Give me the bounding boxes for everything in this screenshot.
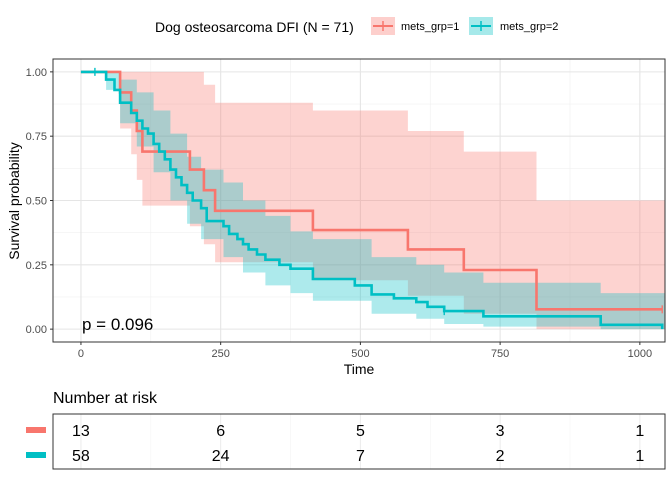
risk-count: 7 xyxy=(356,448,365,465)
y-tick-label: 0.25 xyxy=(26,260,47,272)
x-tick-label: 1000 xyxy=(628,348,652,360)
risk-count: 3 xyxy=(496,423,505,440)
risk-table-rows: 13 6 5 3 1 58 24 7 2 1 xyxy=(26,423,644,465)
y-axis-ticks: 0.00 0.25 0.50 0.75 1.00 xyxy=(26,67,53,336)
legend: Dog osteosarcoma DFI (N = 71) mets_grp=1… xyxy=(155,17,558,35)
p-value-annotation: p = 0.096 xyxy=(82,315,153,334)
survival-curve-2 xyxy=(80,70,664,330)
x-axis-ticks: 0 250 500 750 1000 xyxy=(78,342,652,360)
ci-band-1 xyxy=(80,71,665,330)
legend-entry-2: mets_grp=2 xyxy=(469,17,558,35)
x-tick-label: 0 xyxy=(78,348,84,360)
risk-table-title: Number at risk xyxy=(53,390,158,407)
legend-entry-1: mets_grp=1 xyxy=(371,17,459,35)
risk-table: Number at risk 13 6 5 3 1 58 24 7 2 1 xyxy=(26,390,666,470)
y-tick-label: 0.75 xyxy=(26,131,47,143)
grid xyxy=(53,59,665,342)
risk-count: 58 xyxy=(72,448,90,465)
plot-panel: 0.00 0.25 0.50 0.75 1.00 0 250 500 750 1000 p = … xyxy=(26,58,666,360)
y-axis-title: Survival probability xyxy=(6,142,22,260)
y-tick-label: 0.00 xyxy=(26,324,47,336)
legend-label-1: mets_grp=1 xyxy=(401,21,459,33)
risk-table-grid xyxy=(80,414,641,469)
risk-count: 5 xyxy=(356,423,365,440)
y-tick-label: 0.50 xyxy=(26,196,47,208)
x-tick-label: 750 xyxy=(491,348,509,360)
risk-table-border xyxy=(52,413,666,470)
risk-count: 1 xyxy=(635,423,644,440)
legend-label-2: mets_grp=2 xyxy=(500,21,558,33)
legend-title: Dog osteosarcoma DFI (N = 71) xyxy=(155,19,354,35)
risk-row-key-2 xyxy=(26,452,46,458)
y-tick-label: 1.00 xyxy=(26,67,47,79)
risk-count: 6 xyxy=(216,423,225,440)
risk-count: 1 xyxy=(635,448,644,465)
risk-count: 24 xyxy=(212,448,230,465)
risk-row-key-1 xyxy=(26,427,46,433)
risk-count: 13 xyxy=(72,423,90,440)
censor-marks xyxy=(94,67,663,316)
x-axis-title: Time xyxy=(344,361,375,377)
x-tick-label: 250 xyxy=(211,348,229,360)
x-tick-label: 500 xyxy=(351,348,369,360)
survival-curves xyxy=(80,70,664,330)
risk-count: 2 xyxy=(496,448,505,465)
